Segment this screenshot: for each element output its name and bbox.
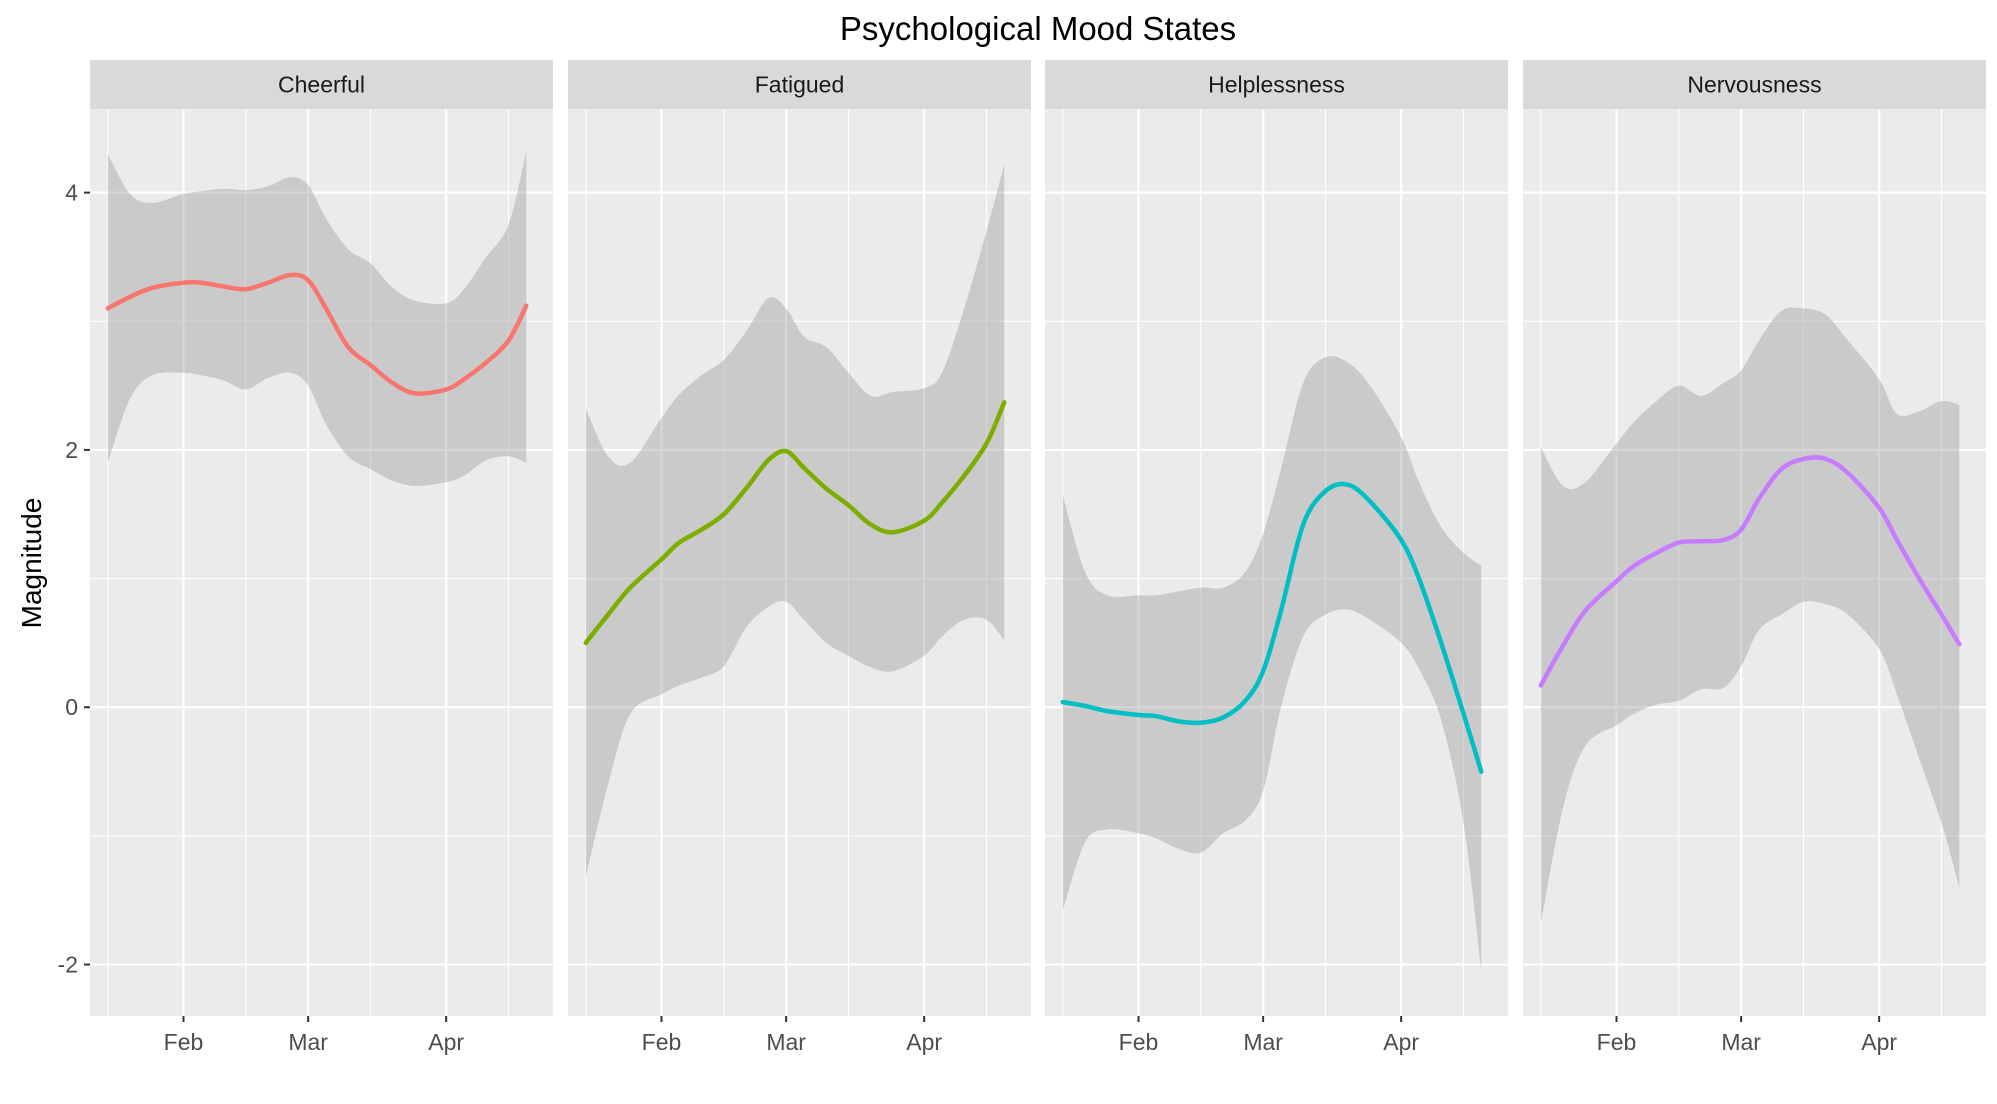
chart-title: Psychological Mood States bbox=[840, 10, 1236, 47]
facet-strip-label: Fatigued bbox=[755, 72, 845, 98]
series-line-nervousness bbox=[1538, 455, 1962, 688]
facet-panel-fatigued: Fatigued Feb Mar Apr bbox=[568, 60, 1031, 1055]
x-tick-label: Apr bbox=[1383, 1029, 1419, 1055]
series-line-cheerful bbox=[105, 272, 529, 396]
facet-strip-label: Cheerful bbox=[278, 72, 365, 98]
confidence-band bbox=[585, 164, 1005, 878]
y-tick-label: 0 bbox=[65, 694, 78, 720]
facet-panel-nervousness: Nervousness Feb Mar Apr bbox=[1523, 60, 1986, 1055]
series-line-fatigued bbox=[583, 400, 1007, 646]
panel-background bbox=[90, 109, 553, 1016]
x-tick-label: Apr bbox=[428, 1029, 464, 1055]
facet-strip bbox=[568, 60, 1031, 109]
panel-background bbox=[568, 109, 1031, 1016]
x-tick-label: Apr bbox=[906, 1029, 942, 1055]
facet-panel-helplessness: Helplessness Feb Mar Apr bbox=[1045, 60, 1508, 1055]
x-tick-label: Feb bbox=[642, 1029, 682, 1055]
confidence-band bbox=[107, 151, 527, 487]
x-tick-label: Feb bbox=[164, 1029, 204, 1055]
x-tick-label: Mar bbox=[288, 1029, 328, 1055]
y-tick-label: 2 bbox=[65, 437, 78, 463]
facet-strip bbox=[1045, 60, 1508, 109]
facet-strip bbox=[90, 60, 553, 109]
y-tick-label: 4 bbox=[65, 180, 78, 206]
facet-strip bbox=[1523, 60, 1986, 109]
x-tick-label: Mar bbox=[766, 1029, 806, 1055]
y-axis: -2 0 2 4 bbox=[58, 180, 90, 978]
x-tick-label: Mar bbox=[1721, 1029, 1761, 1055]
y-axis-title: Magnitude bbox=[16, 498, 47, 629]
facet-strip-label: Helplessness bbox=[1208, 72, 1345, 98]
facet-panel-cheerful: Cheerful Feb Mar Apr bbox=[90, 60, 553, 1055]
x-tick-label: Feb bbox=[1597, 1029, 1637, 1055]
confidence-band bbox=[1540, 307, 1960, 924]
facet-strip-label: Nervousness bbox=[1687, 72, 1821, 98]
y-tick-label: -2 bbox=[58, 952, 78, 978]
x-tick-label: Apr bbox=[1861, 1029, 1897, 1055]
panel-background bbox=[1045, 109, 1508, 1016]
series-line-helplessness bbox=[1060, 481, 1484, 774]
x-tick-label: Mar bbox=[1243, 1029, 1283, 1055]
x-tick-label: Feb bbox=[1119, 1029, 1159, 1055]
